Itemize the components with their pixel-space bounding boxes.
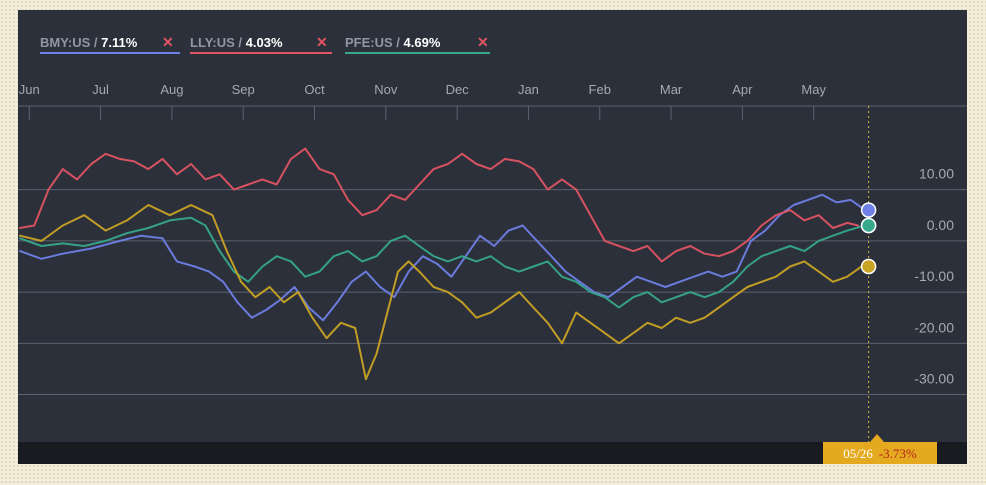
series-line — [19, 204, 863, 381]
close-x-icon[interactable]: ✕ — [316, 34, 328, 50]
readout-arrow-icon — [870, 434, 884, 442]
legend-underline — [40, 52, 180, 54]
legend-item-lly[interactable]: LLY:US / 4.03% ✕ — [190, 34, 340, 54]
series-end-marker — [860, 217, 877, 234]
x-tick-label: Oct — [304, 82, 325, 97]
legend-percent: 4.03% — [245, 35, 283, 50]
x-tick-label: Aug — [160, 82, 183, 97]
x-tick-label: Jun — [19, 82, 40, 97]
y-tick-label: -20.00 — [914, 319, 954, 335]
x-tick-label: May — [801, 82, 826, 97]
legend-ticker: PFE:US — [345, 35, 393, 50]
x-tick-label: Jul — [92, 82, 109, 97]
series-end-marker — [860, 258, 877, 275]
x-tick-label: Nov — [374, 82, 398, 97]
legend-underline — [190, 52, 332, 54]
legend-underline — [345, 52, 490, 54]
readout-date: 05/26 — [843, 446, 873, 461]
legend-separator: / — [234, 35, 246, 50]
series-line — [19, 216, 866, 309]
x-tick-label: Sep — [232, 82, 255, 97]
close-x-icon[interactable]: ✕ — [162, 34, 174, 50]
y-tick-label: -30.00 — [914, 371, 954, 387]
readout-value: -3.73% — [878, 446, 917, 461]
x-tick-label: Dec — [446, 82, 470, 97]
y-tick-label: 0.00 — [927, 217, 954, 233]
y-tick-label: 10.00 — [919, 166, 954, 182]
legend-item-pfe[interactable]: PFE:US / 4.69% ✕ — [345, 34, 495, 54]
x-tick-label: Jan — [518, 82, 539, 97]
legend-percent: 4.69% — [403, 35, 441, 50]
line-chart: Jun Jul Aug Sep Oct Nov Dec Jan Feb Mar Apr May 10.0… — [18, 82, 967, 442]
chart-panel: BMY:US / 7.11% ✕ LLY:US / 4.03% ✕ PFE:US… — [18, 10, 967, 464]
legend-ticker: BMY:US — [40, 35, 91, 50]
cursor-readout: 05/26 -3.73% — [823, 442, 937, 464]
y-tick-label: -10.00 — [914, 268, 954, 284]
x-tick-label: Feb — [589, 82, 611, 97]
legend-separator: / — [90, 35, 102, 50]
series-line — [19, 147, 859, 263]
x-tick-label: Apr — [732, 82, 753, 97]
close-x-icon[interactable]: ✕ — [477, 34, 489, 50]
legend-percent: 7.11% — [101, 35, 138, 50]
x-tick-label: Mar — [660, 82, 683, 97]
series-end-marker — [860, 202, 877, 218]
legend-item-bmy[interactable]: BMY:US / 7.11% ✕ — [40, 34, 190, 54]
series-line — [19, 193, 866, 322]
legend-separator: / — [392, 35, 404, 50]
footer-bar — [18, 442, 967, 464]
legend-ticker: LLY:US — [190, 35, 235, 50]
